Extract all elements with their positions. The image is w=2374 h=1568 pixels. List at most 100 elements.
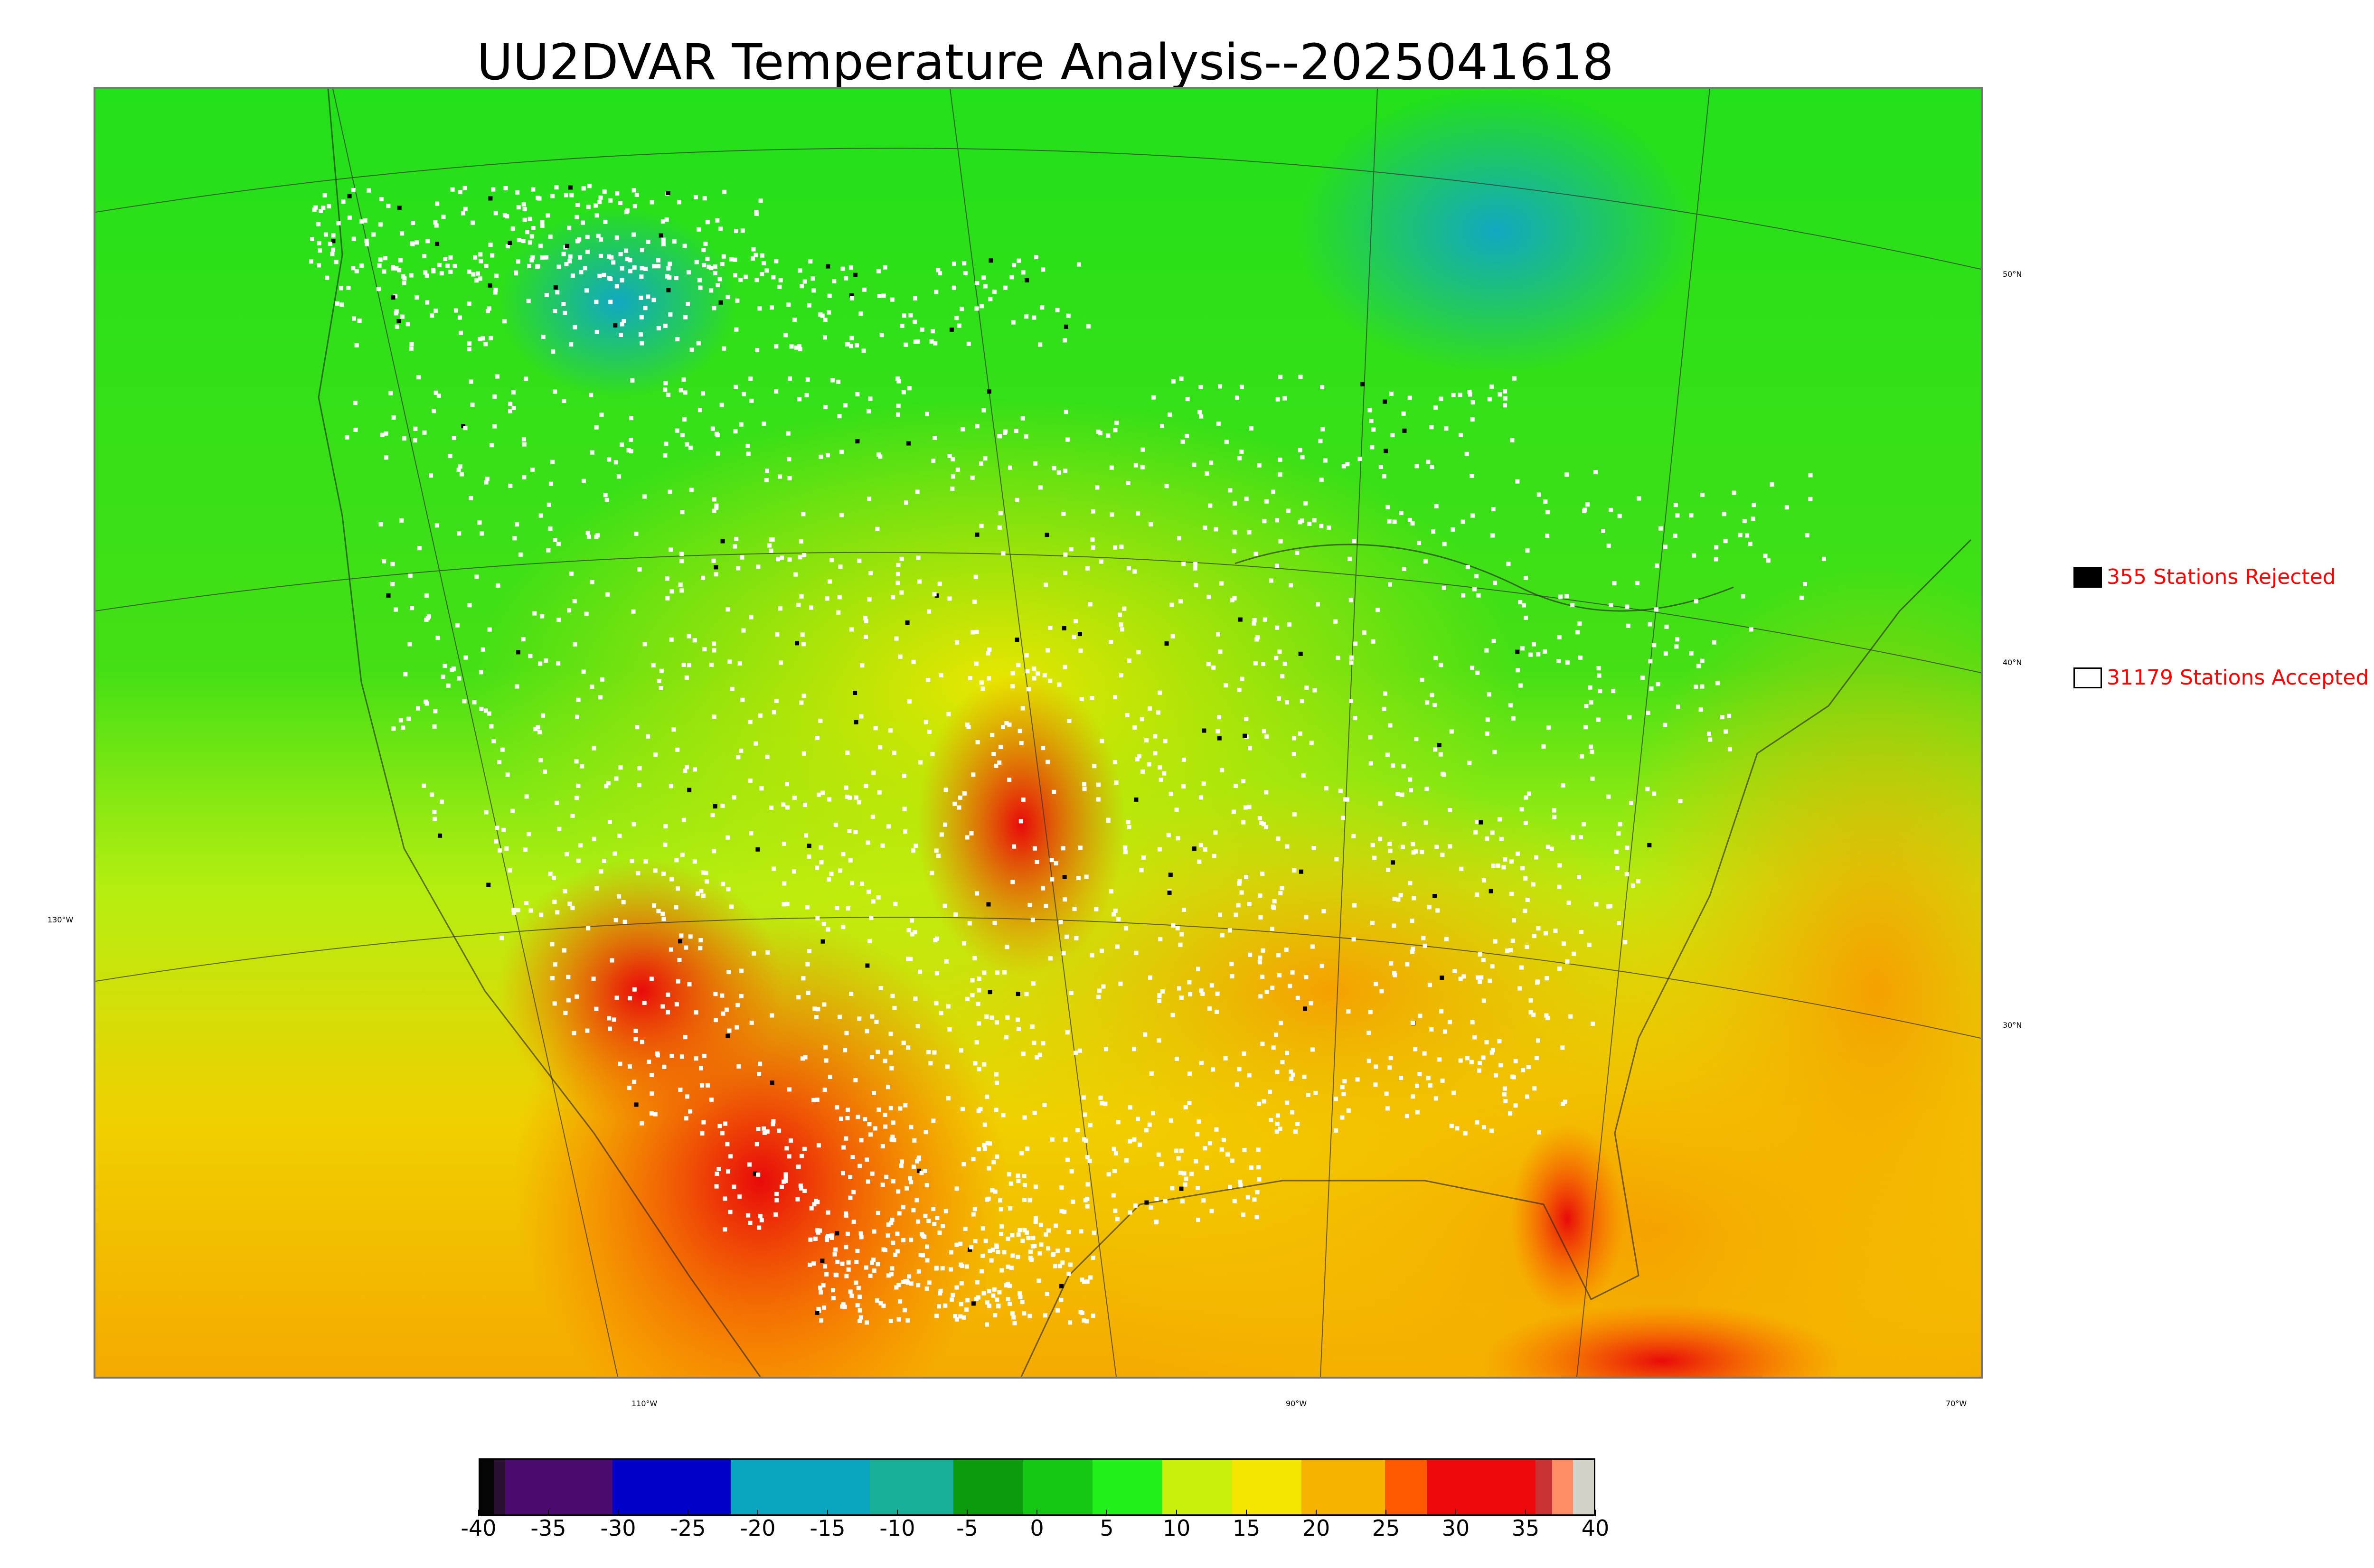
station-marker — [781, 802, 786, 807]
station-marker — [892, 751, 896, 755]
station-marker — [833, 823, 838, 827]
station-marker — [913, 319, 917, 324]
station-marker — [666, 1010, 670, 1014]
station-marker — [946, 1004, 951, 1009]
station-marker — [1002, 970, 1007, 975]
station-marker — [1503, 396, 1507, 401]
station-marker — [483, 708, 488, 713]
station-marker — [1194, 583, 1198, 588]
station-marker — [909, 1281, 914, 1286]
station-marker — [782, 881, 787, 886]
station-marker — [835, 1231, 839, 1236]
station-marker — [606, 781, 611, 786]
station-marker — [800, 1154, 804, 1158]
station-marker — [1708, 737, 1713, 742]
station-marker — [840, 1261, 845, 1266]
station-marker — [1727, 714, 1732, 718]
station-marker — [1502, 1086, 1507, 1091]
station-marker — [1355, 1077, 1360, 1082]
colorbar-segment — [612, 1460, 731, 1514]
station-marker — [310, 237, 314, 241]
station-marker — [795, 641, 799, 646]
station-marker — [1345, 462, 1350, 467]
station-marker — [1484, 648, 1489, 653]
station-marker — [1278, 472, 1282, 477]
station-marker — [943, 788, 948, 792]
station-marker — [1209, 1209, 1214, 1213]
station-marker — [1346, 1108, 1351, 1113]
station-marker — [679, 588, 684, 593]
station-marker — [400, 231, 405, 236]
station-marker — [694, 260, 699, 264]
station-marker — [405, 322, 410, 327]
station-marker — [1148, 975, 1152, 980]
station-marker — [1197, 859, 1202, 864]
station-marker — [1411, 842, 1415, 846]
station-marker — [969, 1245, 974, 1249]
station-marker — [870, 1171, 875, 1176]
station-marker — [788, 376, 792, 381]
station-marker — [905, 620, 910, 625]
station-marker — [1499, 836, 1504, 841]
station-marker — [1153, 751, 1158, 756]
station-marker — [995, 1080, 999, 1085]
station-marker — [1536, 652, 1541, 657]
station-marker — [551, 349, 556, 354]
station-marker — [1199, 414, 1204, 419]
station-marker — [351, 266, 356, 271]
station-marker — [541, 335, 546, 339]
station-marker — [325, 275, 330, 280]
station-marker — [463, 426, 468, 431]
station-marker — [625, 256, 630, 261]
station-marker — [705, 879, 709, 884]
station-marker — [901, 1280, 906, 1284]
station-marker — [1536, 979, 1540, 984]
station-marker — [433, 817, 437, 821]
station-marker — [954, 1186, 959, 1191]
station-marker — [1593, 470, 1598, 475]
station-marker — [486, 883, 491, 887]
station-marker — [1229, 962, 1234, 967]
station-marker — [613, 460, 618, 465]
station-marker — [1061, 511, 1066, 516]
station-marker — [684, 1116, 688, 1121]
station-marker — [907, 386, 912, 391]
station-marker — [1059, 1297, 1064, 1302]
station-marker — [725, 607, 730, 612]
station-marker — [715, 1172, 719, 1176]
station-marker — [1028, 1249, 1033, 1254]
station-marker — [1277, 649, 1282, 654]
station-marker — [407, 642, 412, 647]
station-marker — [707, 264, 711, 269]
station-marker — [459, 472, 464, 477]
station-marker — [1543, 931, 1548, 936]
station-marker — [1675, 513, 1680, 518]
station-marker — [1519, 965, 1524, 970]
station-marker — [436, 394, 441, 398]
station-marker — [1623, 940, 1628, 945]
station-marker — [878, 454, 883, 459]
station-marker — [347, 216, 352, 220]
station-marker — [1476, 975, 1480, 980]
station-marker — [1128, 1210, 1132, 1215]
station-marker — [862, 287, 867, 292]
station-marker — [1048, 678, 1053, 683]
station-marker — [998, 1198, 1003, 1203]
station-marker — [1561, 941, 1566, 946]
station-marker — [1010, 1253, 1015, 1258]
station-marker — [1133, 1203, 1138, 1208]
station-marker — [1724, 729, 1728, 734]
station-marker — [982, 1146, 987, 1151]
station-marker — [1247, 530, 1252, 535]
station-marker — [669, 877, 674, 882]
station-marker — [814, 1015, 819, 1020]
station-marker — [712, 641, 716, 646]
station-marker — [574, 759, 579, 764]
station-marker — [1309, 741, 1314, 745]
station-marker — [1423, 559, 1428, 564]
station-marker — [1752, 503, 1756, 507]
station-marker — [909, 1180, 914, 1184]
station-marker — [823, 405, 828, 410]
station-marker — [1241, 820, 1246, 825]
station-marker — [1404, 1114, 1409, 1118]
